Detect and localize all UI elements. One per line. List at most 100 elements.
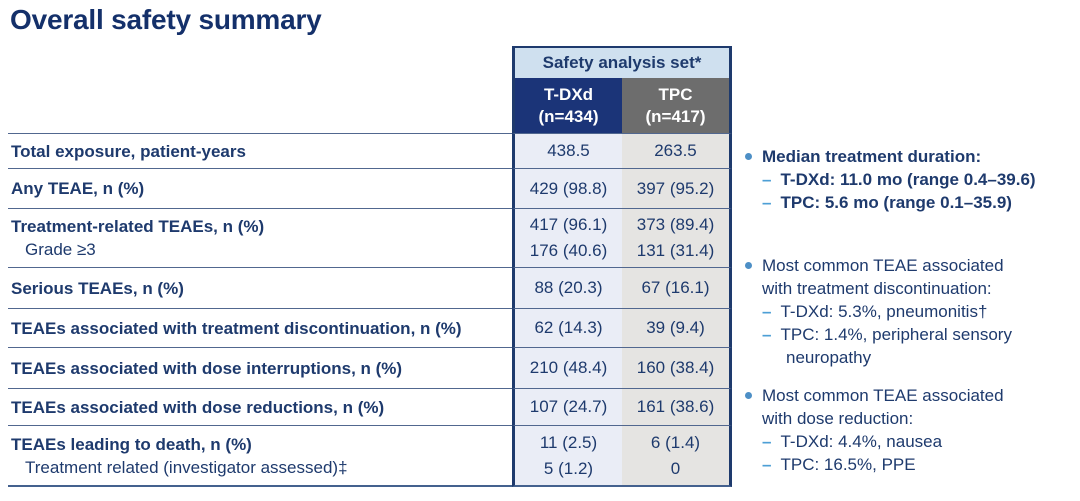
note-sub-item: – TPC: 1.4%, peripheral sensory neuropathy bbox=[741, 323, 1012, 369]
tpc-value: 39 (9.4) bbox=[646, 318, 705, 337]
table-column-header-row: T-DXd (n=434) TPC (n=417) bbox=[8, 78, 732, 133]
tdxd-value: 88 (20.3) bbox=[534, 278, 603, 297]
tdxd-value: 107 (24.7) bbox=[529, 397, 608, 416]
note-sub-item-continuation: neuropathy bbox=[786, 348, 872, 367]
row-label: Treatment-related TEAEs, n (%) bbox=[11, 217, 265, 236]
row-label: TEAEs associated with treatment disconti… bbox=[11, 318, 462, 338]
note-sub-item-line: – TPC: 1.4%, peripheral sensory bbox=[762, 325, 1012, 344]
page-title: Overall safety summary bbox=[10, 4, 322, 35]
tdxd-value-cell: 438.5 bbox=[512, 133, 622, 168]
dash-icon: – bbox=[762, 170, 772, 189]
table-row: Total exposure, patient-years 438.5 263.5 bbox=[8, 133, 732, 168]
column-header-spacer bbox=[8, 78, 512, 133]
table-group-header-row: Safety analysis set* bbox=[8, 46, 732, 78]
dash-icon: – bbox=[762, 455, 772, 474]
column-header-tpc-n: (n=417) bbox=[645, 106, 706, 126]
tdxd-value: 62 (14.3) bbox=[534, 318, 603, 337]
bullet-note: Median treatment duration: – T-DXd: 11.0 m… bbox=[741, 145, 1036, 214]
note-heading-line: Median treatment duration: bbox=[762, 147, 982, 166]
row-label: TEAEs associated with dose reductions, n… bbox=[11, 397, 385, 417]
tdxd-value: 417 (96.1) bbox=[529, 215, 608, 234]
bullet-dot-icon bbox=[745, 392, 752, 399]
tdxd-value-cell: 417 (96.1) 176 (40.6) bbox=[512, 208, 622, 267]
row-label-cell: TEAEs leading to death, n (%) Treatment r… bbox=[8, 425, 512, 487]
column-header-tdxd-n: (n=434) bbox=[538, 106, 599, 126]
tpc-value: 6 (1.4) bbox=[650, 432, 701, 452]
tdxd-value-cell: 429 (98.8) bbox=[512, 168, 622, 208]
tdxd-value-cell: 11 (2.5) 5 (1.2) bbox=[512, 425, 622, 487]
row-label: Total exposure, patient-years bbox=[11, 141, 246, 161]
row-label-cell: Serious TEAEs, n (%) bbox=[8, 267, 512, 308]
tpc-value: 373 (89.4) bbox=[636, 215, 715, 234]
row-label: Serious TEAEs, n (%) bbox=[11, 278, 184, 298]
tpc-value-cell: 39 (9.4) bbox=[622, 308, 732, 347]
note-heading: Median treatment duration: bbox=[741, 145, 1036, 168]
safety-summary-table: Safety analysis set* T-DXd (n=434) TPC (… bbox=[8, 46, 732, 487]
tdxd-value-cell: 88 (20.3) bbox=[512, 267, 622, 308]
column-header-tdxd: T-DXd (n=434) bbox=[512, 78, 622, 133]
table-row: Treatment-related TEAEs, n (%) Grade ≥3 41… bbox=[8, 208, 732, 267]
row-sublabel: Grade ≥3 bbox=[25, 240, 96, 259]
note-sub-item: – T-DXd: 4.4%, nausea bbox=[741, 430, 1004, 453]
column-header-tpc-label: TPC bbox=[658, 84, 693, 104]
tpc-value: 131 (31.4) bbox=[636, 241, 715, 260]
group-header-safety-analysis-set: Safety analysis set* bbox=[512, 46, 732, 78]
row-label-cell: TEAEs associated with dose reductions, n… bbox=[8, 388, 512, 425]
tdxd-value: 438.5 bbox=[547, 141, 590, 160]
dash-icon: – bbox=[762, 325, 772, 344]
tdxd-value: 176 (40.6) bbox=[529, 241, 608, 260]
tdxd-value: 11 (2.5) bbox=[539, 432, 598, 452]
note-sub-item: – T-DXd: 11.0 mo (range 0.4–39.6) bbox=[741, 168, 1036, 191]
row-sublabel: Treatment related (investigator assessed… bbox=[25, 457, 348, 477]
tdxd-value: 210 (48.4) bbox=[529, 358, 608, 377]
tpc-value-cell: 67 (16.1) bbox=[622, 267, 732, 308]
row-label-cell: Treatment-related TEAEs, n (%) Grade ≥3 bbox=[8, 208, 512, 267]
note-heading-line: Most common TEAE associated bbox=[762, 256, 1004, 275]
note-sub-item: – TPC: 5.6 mo (range 0.1–35.9) bbox=[741, 191, 1036, 214]
tdxd-value-cell: 210 (48.4) bbox=[512, 347, 622, 388]
table-row: TEAEs associated with treatment disconti… bbox=[8, 308, 732, 347]
row-label: Any TEAE, n (%) bbox=[11, 179, 145, 198]
row-label: TEAEs associated with dose interruptions… bbox=[11, 358, 403, 378]
tpc-value: 67 (16.1) bbox=[641, 278, 710, 297]
bullet-note: Most common TEAE associated with dose red… bbox=[741, 384, 1004, 476]
tpc-value: 263.5 bbox=[654, 141, 697, 160]
dash-icon: – bbox=[762, 193, 772, 212]
row-label: TEAEs leading to death, n (%) bbox=[11, 434, 252, 454]
column-header-tpc: TPC (n=417) bbox=[622, 78, 732, 133]
note-sub-item-line: – TPC: 5.6 mo (range 0.1–35.9) bbox=[762, 193, 1012, 212]
bullet-dot-icon bbox=[745, 262, 752, 269]
tdxd-value: 429 (98.8) bbox=[529, 178, 608, 198]
note-sub-item-line: – T-DXd: 11.0 mo (range 0.4–39.6) bbox=[762, 170, 1036, 189]
note-sub-item: – TPC: 16.5%, PPE bbox=[741, 453, 1004, 476]
row-label-cell: Any TEAE, n (%) bbox=[8, 168, 512, 208]
column-header-tdxd-label: T-DXd bbox=[543, 84, 594, 104]
table-row: TEAEs associated with dose interruptions… bbox=[8, 347, 732, 388]
bullet-note: Most common TEAE associated with treatmen… bbox=[741, 254, 1012, 369]
row-label-cell: TEAEs associated with dose interruptions… bbox=[8, 347, 512, 388]
dash-icon: – bbox=[762, 432, 772, 451]
note-sub-item-line: – TPC: 16.5%, PPE bbox=[762, 455, 916, 474]
note-heading: Most common TEAE associated with dose red… bbox=[741, 384, 1004, 430]
table-row: TEAEs associated with dose reductions, n… bbox=[8, 388, 732, 425]
dash-icon: – bbox=[762, 302, 772, 321]
row-label-cell: TEAEs associated with treatment disconti… bbox=[8, 308, 512, 347]
note-sub-item-line: – T-DXd: 5.3%, pneumonitis† bbox=[762, 302, 988, 321]
tdxd-value: 5 (1.2) bbox=[543, 458, 594, 478]
row-label-cell: Total exposure, patient-years bbox=[8, 133, 512, 168]
table-row: Any TEAE, n (%) 429 (98.8) 397 (95.2) bbox=[8, 168, 732, 208]
note-sub-item-line: – T-DXd: 4.4%, nausea bbox=[762, 432, 943, 451]
tdxd-value-cell: 62 (14.3) bbox=[512, 308, 622, 347]
tpc-value-cell: 6 (1.4) 0 bbox=[622, 425, 732, 487]
tpc-value-cell: 373 (89.4) 131 (31.4) bbox=[622, 208, 732, 267]
table-row: TEAEs leading to death, n (%) Treatment r… bbox=[8, 425, 732, 487]
tpc-value: 161 (38.6) bbox=[636, 397, 715, 416]
note-heading-line: Most common TEAE associated bbox=[762, 386, 1004, 405]
tpc-value: 397 (95.2) bbox=[636, 178, 715, 198]
tpc-value: 0 bbox=[670, 458, 681, 478]
note-heading: Most common TEAE associated with treatmen… bbox=[741, 254, 1012, 300]
note-sub-item: – T-DXd: 5.3%, pneumonitis† bbox=[741, 300, 1012, 323]
bullet-dot-icon bbox=[745, 153, 752, 160]
table-rows: Total exposure, patient-years 438.5 263.5 A… bbox=[8, 133, 732, 487]
